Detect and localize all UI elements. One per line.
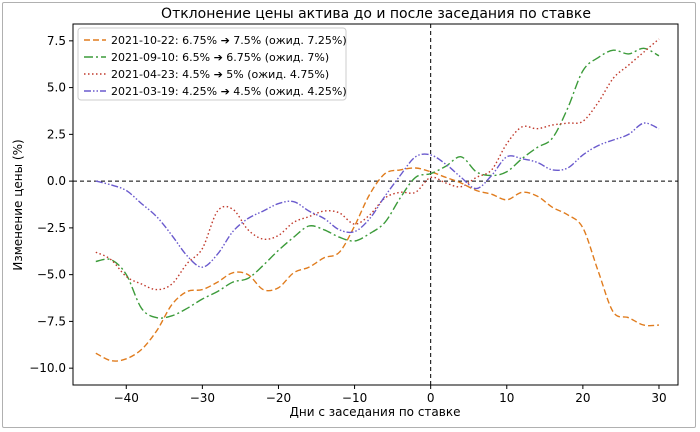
- legend-label-4: 2021-03-19: 4.25% ➔ 4.5% (ожид. 4.25%): [111, 85, 347, 98]
- x-axis-label: Дни с заседания по ставке: [290, 405, 461, 419]
- y-tick-label: 5.0: [47, 81, 66, 95]
- legend-label-1: 2021-10-22: 6.75% ➔ 7.5% (ожид. 7.25%): [111, 34, 347, 47]
- y-tick-label: 2.5: [47, 127, 66, 141]
- x-tick-label: 10: [499, 391, 514, 405]
- y-tick-label: −10.0: [29, 361, 66, 375]
- legend-label-2: 2021-09-10: 6.5% ➔ 6.75% (ожид. 7%): [111, 51, 329, 64]
- x-tick-label: −10: [342, 391, 367, 405]
- y-tick-label: −7.5: [37, 314, 66, 328]
- legend: 2021-10-22: 6.75% ➔ 7.5% (ожид. 7.25%) 20…: [77, 27, 347, 101]
- x-tick-label: 30: [651, 391, 666, 405]
- series-line-1: [95, 167, 660, 362]
- reference-lines: [73, 24, 678, 385]
- legend-box: [77, 27, 347, 101]
- series-line-4: [95, 122, 660, 268]
- series-line-3: [95, 38, 660, 291]
- x-tick-label: 20: [575, 391, 590, 405]
- y-tick-label: 7.5: [47, 34, 66, 48]
- y-tick-label: −2.5: [37, 221, 66, 235]
- chart-title: Отклонение цены актива до и после заседа…: [161, 6, 591, 22]
- plot-area: [72, 23, 679, 386]
- series-line-2: [95, 47, 660, 319]
- x-tick-label: −40: [114, 391, 139, 405]
- y-tick-label: 0.0: [47, 174, 66, 188]
- y-axis: −10.0 −7.5 −5.0 −2.5 0.0 2.5 5.0 7.5: [29, 34, 73, 375]
- y-axis-label: Изменение цены (%): [11, 139, 25, 270]
- x-tick-label: −30: [190, 391, 215, 405]
- series-layer: [95, 38, 660, 362]
- y-tick-label: −5.0: [37, 268, 66, 282]
- x-axis: −40 −30 −20 −10 0 10 20 30: [114, 385, 667, 405]
- legend-label-3: 2021-04-23: 4.5% ➔ 5% (ожид. 4.75%): [111, 68, 329, 81]
- x-tick-label: 0: [427, 391, 435, 405]
- x-tick-label: −20: [266, 391, 291, 405]
